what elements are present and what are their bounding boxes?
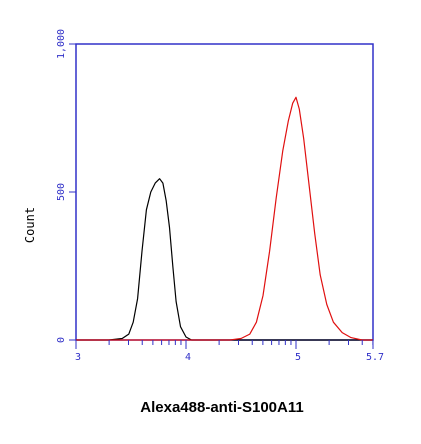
y-tick-label: 500 [56,183,67,201]
x-tick-label: 3 [75,352,81,363]
y-axis-ticks: 0 500 1,000 [56,29,76,343]
series-line-2 [76,96,373,341]
plot-frame [75,43,374,341]
y-tick-label: 1,000 [56,29,67,59]
x-axis-label: Alexa488-anti-S100A11 [140,399,303,416]
x-tick-label: 4 [185,352,191,363]
series-layer [76,96,373,341]
x-tick-label: 5.7 [366,352,384,363]
y-axis-label: Count [23,207,37,243]
x-tick-label: 5 [295,352,301,363]
y-tick-label: 0 [56,337,67,343]
x-axis-ticks: 3 4 5 5.7 [75,340,384,363]
series-line-1 [76,178,373,341]
